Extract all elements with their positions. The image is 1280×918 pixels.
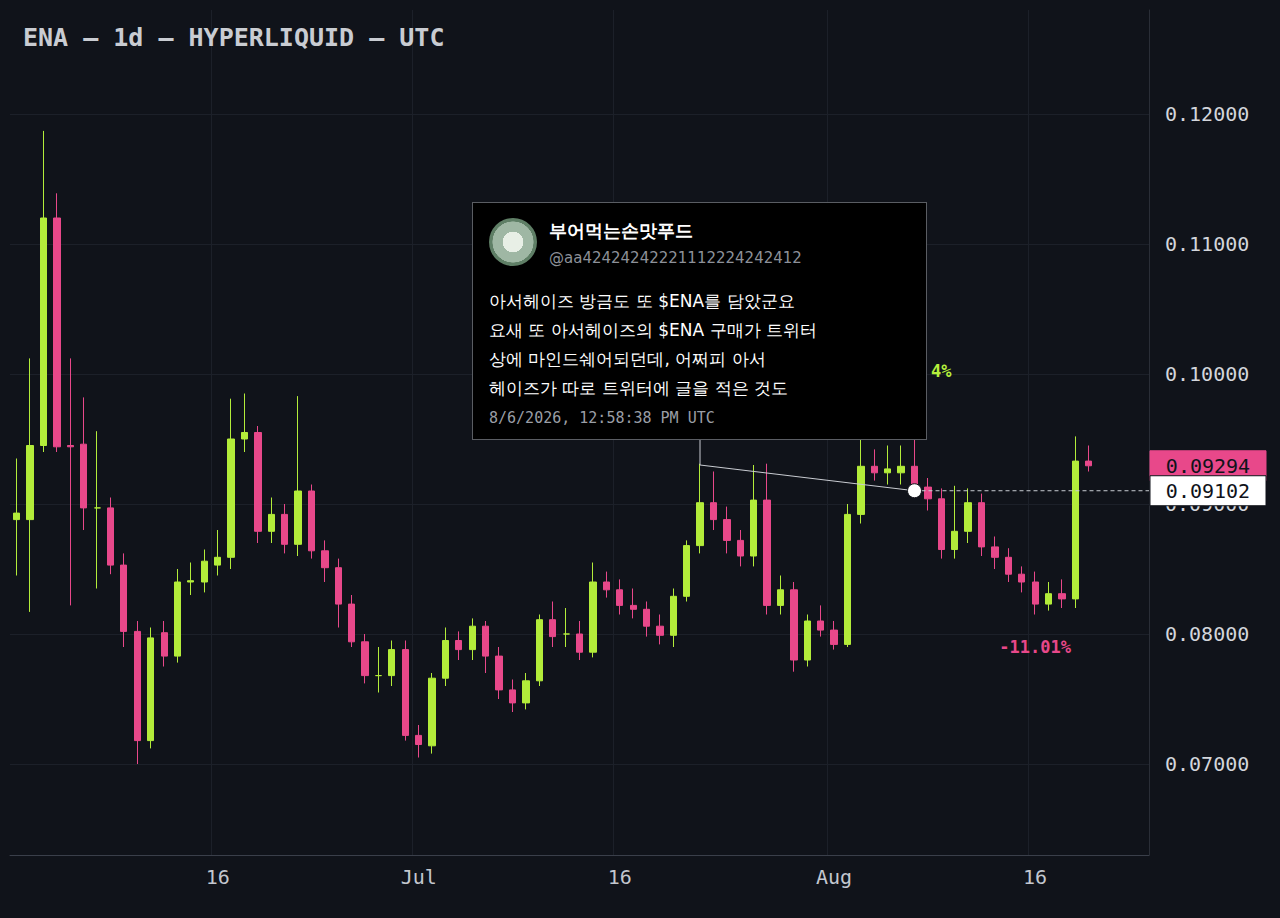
html-text:아서헤이즈 방금도 또 $ENA를 담았군요: 아서헤이즈 방금도 또 $ENA를 담았군요 bbox=[489, 291, 795, 311]
svg-text:0.08000: 0.08000 bbox=[1165, 622, 1249, 646]
svg-text:Jul: Jul bbox=[401, 865, 437, 889]
svg-text:0.12000: 0.12000 bbox=[1165, 102, 1249, 126]
svg-text:0.09294: 0.09294 bbox=[1166, 454, 1250, 478]
html-text:부어먹는손맛푸드: 부어먹는손맛푸드 bbox=[549, 220, 693, 241]
html-text:상에 마인드쉐어되던데, 어쩌피 아서: 상에 마인드쉐어되던데, 어쩌피 아서 bbox=[489, 349, 766, 369]
html-text:@aa42424242221112224242412: @aa42424242221112224242412 bbox=[549, 249, 802, 267]
svg-text:0.10000: 0.10000 bbox=[1165, 362, 1249, 386]
html-text:8/6/2026, 12:58:38 PM UTC: 8/6/2026, 12:58:38 PM UTC bbox=[489, 409, 715, 427]
html-text:요새 또 아서헤이즈의 $ENA 구매가 트위터: 요새 또 아서헤이즈의 $ENA 구매가 트위터 bbox=[489, 320, 817, 340]
svg-text:0.11000: 0.11000 bbox=[1165, 232, 1249, 256]
svg-text:ENA — 1d — HYPERLIQUID — UTC: ENA — 1d — HYPERLIQUID — UTC bbox=[23, 23, 444, 52]
svg-text:0.07000: 0.07000 bbox=[1165, 752, 1249, 776]
svg-text:0.09102: 0.09102 bbox=[1166, 479, 1250, 503]
svg-text:16: 16 bbox=[1023, 865, 1047, 889]
svg-text:16: 16 bbox=[608, 865, 632, 889]
svg-text:Aug: Aug bbox=[816, 865, 852, 889]
svg-text:16: 16 bbox=[206, 865, 230, 889]
svg-text:-11.01%: -11.01% bbox=[999, 637, 1071, 657]
svg-text:4%: 4% bbox=[931, 361, 952, 381]
html-text:헤이즈가 따로 트위터에 글을 적은 것도: 헤이즈가 따로 트위터에 글을 적은 것도 bbox=[489, 378, 788, 398]
